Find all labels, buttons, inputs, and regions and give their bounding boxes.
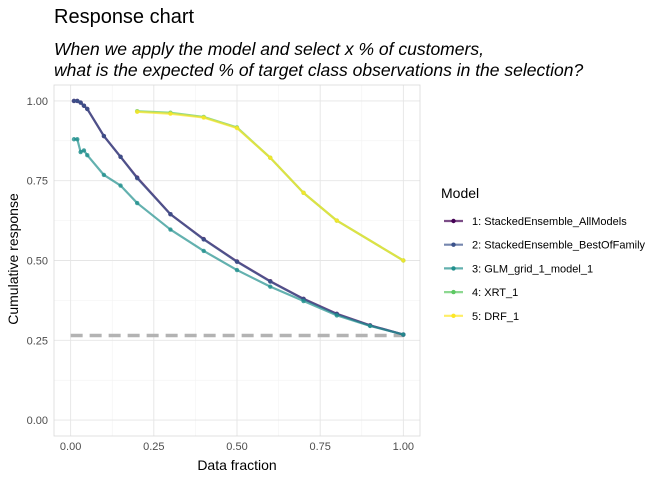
legend-label: 4: XRT_1 bbox=[472, 287, 518, 299]
data-point bbox=[201, 115, 206, 120]
y-tick-label: 0.25 bbox=[27, 335, 48, 347]
data-point bbox=[134, 175, 140, 181]
data-point bbox=[234, 267, 240, 273]
data-point bbox=[234, 259, 240, 264]
legend-label: 3: GLM_grid_1_model_1 bbox=[472, 263, 593, 275]
series-line bbox=[137, 110, 404, 262]
legend-key-point bbox=[451, 242, 456, 247]
data-point bbox=[367, 323, 373, 329]
data-point bbox=[78, 149, 83, 155]
data-point bbox=[268, 279, 273, 284]
legend: 1: StackedEnsemble_AllModels 2: StackedEn… bbox=[444, 216, 646, 323]
data-point bbox=[201, 237, 206, 242]
series-line bbox=[73, 99, 404, 336]
y-tick-label: 0.50 bbox=[27, 256, 48, 268]
data-point bbox=[268, 155, 273, 160]
data-point bbox=[81, 148, 87, 153]
chart-subtitle-line-1: When we apply the model and select x % o… bbox=[54, 39, 484, 59]
data-point bbox=[75, 137, 80, 142]
y-axis-title: Cumulative response bbox=[5, 193, 21, 325]
series-layer bbox=[71, 98, 406, 337]
x-tick-label: 1.00 bbox=[393, 441, 414, 453]
data-point bbox=[78, 100, 83, 105]
chart-subtitle-line-2: what is the expected % of target class o… bbox=[54, 60, 583, 80]
data-point bbox=[71, 137, 77, 142]
series-1 bbox=[71, 98, 406, 337]
legend-label: 2: StackedEnsemble_BestOfFamily bbox=[472, 240, 646, 252]
x-tick-label: 0.50 bbox=[226, 441, 247, 453]
data-point bbox=[168, 212, 173, 217]
data-point bbox=[334, 313, 340, 318]
series-4 bbox=[134, 108, 406, 263]
y-tick-label: 0.75 bbox=[27, 176, 48, 188]
data-point bbox=[401, 258, 406, 263]
x-axis-title: Data fraction bbox=[197, 457, 276, 473]
data-point bbox=[168, 111, 173, 116]
x-tick-label: 0.75 bbox=[309, 441, 330, 453]
data-point bbox=[71, 98, 77, 104]
data-point bbox=[101, 172, 107, 178]
legend-key-point bbox=[451, 218, 456, 224]
data-point bbox=[168, 227, 173, 232]
series-2 bbox=[71, 98, 406, 337]
legend-item-4: 4: XRT_1 bbox=[444, 287, 518, 299]
data-point bbox=[301, 298, 306, 304]
chart-title: Response chart bbox=[54, 6, 195, 28]
y-tick-label: 0.00 bbox=[27, 415, 48, 427]
legend-item-3: 3: GLM_grid_1_model_1 bbox=[444, 263, 593, 275]
data-point bbox=[118, 183, 123, 188]
legend-key-point bbox=[451, 289, 456, 295]
data-point bbox=[85, 106, 90, 112]
y-tick-label: 1.00 bbox=[27, 96, 48, 108]
x-tick-label: 0.00 bbox=[60, 441, 81, 453]
legend-key-point bbox=[451, 266, 456, 271]
data-point bbox=[334, 218, 340, 223]
data-point bbox=[301, 190, 306, 196]
legend-item-1: 1: StackedEnsemble_AllModels bbox=[444, 216, 627, 228]
legend-key-point bbox=[451, 313, 456, 318]
data-point bbox=[134, 200, 140, 206]
data-point bbox=[118, 154, 123, 159]
data-point bbox=[75, 98, 80, 104]
data-point bbox=[85, 153, 90, 158]
data-point bbox=[401, 332, 406, 337]
series-line bbox=[73, 99, 404, 336]
data-point bbox=[134, 109, 140, 115]
x-tick-label: 0.25 bbox=[143, 441, 164, 453]
legend-item-5: 5: DRF_1 bbox=[444, 311, 519, 323]
legend-label: 1: StackedEnsemble_AllModels bbox=[472, 216, 627, 228]
data-point bbox=[201, 248, 206, 254]
tick-layer: 0.00 0.25 0.50 0.75 1.00 0.00 0.25 0.50 0.75 1.00 bbox=[27, 96, 414, 453]
legend-title: Model bbox=[441, 185, 479, 201]
legend-label: 5: DRF_1 bbox=[472, 311, 519, 323]
data-point bbox=[268, 284, 273, 289]
legend-item-2: 2: StackedEnsemble_BestOfFamily bbox=[444, 240, 646, 252]
panel-border bbox=[53, 84, 421, 437]
series-line bbox=[137, 110, 404, 262]
series-3 bbox=[71, 137, 406, 337]
data-point bbox=[234, 125, 240, 131]
series-5 bbox=[134, 109, 406, 263]
data-point bbox=[81, 103, 87, 108]
series-line bbox=[73, 138, 404, 336]
data-point bbox=[101, 133, 107, 139]
